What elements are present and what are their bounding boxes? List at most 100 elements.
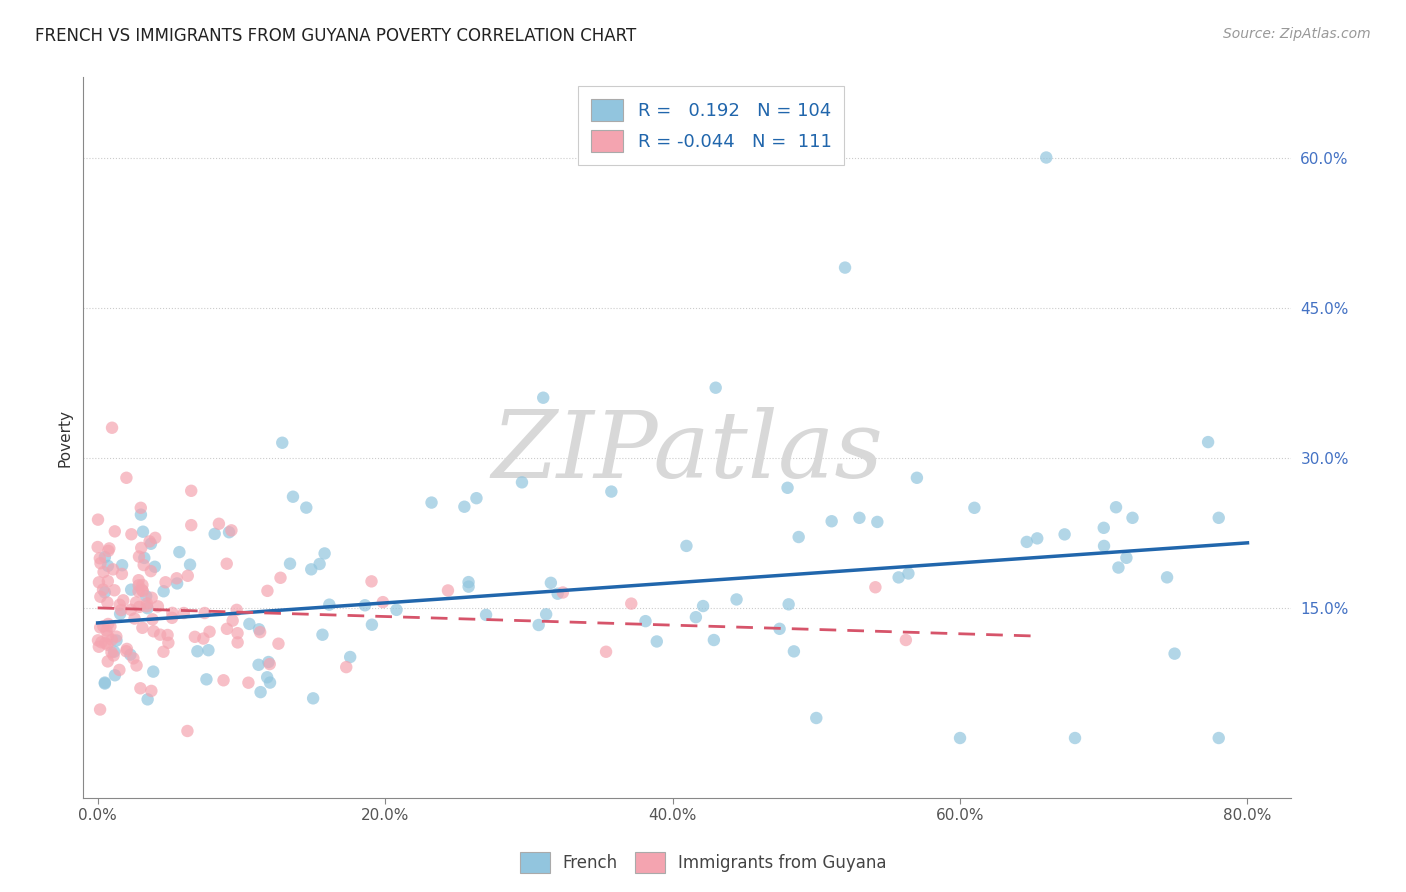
Point (128, 584, 150, 599)
Text: FRENCH VS IMMIGRANTS FROM GUYANA POVERTY CORRELATION CHART: FRENCH VS IMMIGRANTS FROM GUYANA POVERTY… (35, 27, 637, 45)
Point (225, 603, 247, 617)
Point (259, 657, 281, 671)
Point (551, 585, 574, 599)
Point (125, 595, 148, 609)
Point (195, 673, 218, 687)
Point (299, 562, 322, 576)
Point (89, 702, 111, 716)
Point (249, 625, 271, 640)
Point (132, 524, 155, 539)
Point (778, 598, 800, 612)
Point (128, 578, 150, 592)
Point (94, 636, 117, 650)
Text: Source: ZipAtlas.com: Source: ZipAtlas.com (1223, 27, 1371, 41)
Point (339, 650, 361, 665)
Point (318, 598, 340, 612)
Point (295, 500, 318, 515)
Point (111, 558, 134, 573)
Point (848, 511, 870, 525)
Point (204, 527, 226, 541)
Point (97, 654, 120, 668)
Point (143, 559, 166, 574)
Point (87, 633, 110, 648)
Point (96, 624, 118, 638)
Point (335, 660, 357, 674)
Point (146, 599, 169, 614)
Point (131, 578, 153, 592)
Point (1208, 731, 1230, 745)
Point (1163, 647, 1185, 661)
Point (125, 658, 148, 673)
Point (156, 628, 179, 642)
Point (149, 628, 172, 642)
Point (160, 611, 183, 625)
Point (887, 570, 910, 584)
Point (1015, 535, 1038, 549)
Point (1115, 550, 1137, 565)
Point (247, 623, 270, 637)
Point (104, 668, 127, 682)
Point (139, 537, 162, 551)
Point (94, 550, 117, 565)
Point (141, 591, 163, 605)
Point (249, 685, 271, 699)
Point (963, 500, 986, 515)
Point (270, 571, 292, 585)
Point (97, 617, 120, 632)
Point (173, 606, 195, 620)
Point (141, 612, 163, 626)
Point (645, 634, 668, 648)
Point (94, 585, 117, 599)
Point (100, 645, 122, 659)
Point (690, 151, 713, 165)
Point (634, 614, 657, 628)
Point (94, 676, 117, 690)
Point (806, 711, 828, 725)
Point (475, 607, 498, 622)
Point (120, 582, 142, 597)
Point (155, 575, 177, 590)
Point (194, 606, 217, 620)
Point (685, 610, 707, 624)
Point (703, 633, 725, 648)
Point (108, 663, 131, 677)
Point (531, 391, 554, 405)
Point (91, 619, 114, 633)
Point (278, 557, 301, 571)
Point (259, 675, 281, 690)
Point (96, 638, 118, 652)
Point (93, 565, 115, 579)
Point (162, 606, 184, 620)
Point (157, 636, 180, 650)
Point (129, 500, 152, 515)
Point (238, 616, 260, 631)
Point (129, 508, 152, 522)
Point (1105, 500, 1128, 515)
Point (1208, 511, 1230, 525)
Point (166, 576, 188, 591)
Point (1035, 151, 1057, 165)
Point (120, 527, 142, 541)
Point (221, 614, 243, 628)
Point (94, 675, 117, 690)
Point (96, 595, 118, 609)
Point (98, 541, 121, 556)
Point (108, 598, 131, 612)
Point (1026, 532, 1049, 546)
Point (135, 589, 157, 603)
Point (1053, 527, 1076, 541)
Point (267, 637, 290, 651)
Point (100, 619, 122, 633)
Point (101, 421, 124, 435)
Point (89, 556, 111, 570)
Point (152, 584, 174, 599)
Point (866, 515, 889, 529)
Point (129, 541, 152, 555)
Point (89, 620, 111, 634)
Point (128, 549, 150, 564)
Point (620, 597, 643, 611)
Point (177, 569, 200, 583)
Point (110, 603, 132, 617)
Point (1156, 570, 1178, 584)
Point (87, 513, 110, 527)
